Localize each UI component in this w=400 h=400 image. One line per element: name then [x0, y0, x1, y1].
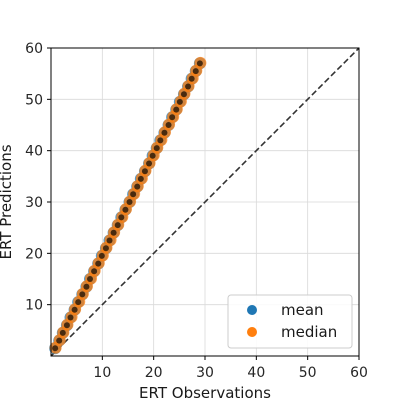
data-points	[49, 56, 207, 355]
point-overlap	[71, 306, 78, 313]
point-overlap	[141, 168, 148, 175]
point-overlap	[52, 345, 59, 352]
y-tick-label: 30	[25, 195, 43, 211]
y-tick-label: 50	[25, 92, 43, 108]
point-overlap	[185, 83, 192, 90]
point-overlap	[188, 75, 195, 82]
point-overlap	[157, 137, 164, 144]
point-overlap	[56, 337, 63, 344]
x-tick-label: 10	[93, 365, 111, 381]
legend-marker-median	[247, 327, 257, 337]
point-overlap	[79, 291, 86, 298]
x-tick-label: 60	[350, 365, 368, 381]
point-overlap	[196, 60, 203, 67]
legend-label-mean: mean	[281, 301, 324, 319]
point-overlap	[98, 252, 105, 259]
point-overlap	[137, 175, 144, 182]
identity-reference-line	[50, 47, 360, 357]
legend-label-median: median	[281, 323, 337, 341]
legend: mean median	[227, 294, 353, 349]
x-tick-label: 50	[299, 365, 317, 381]
point-overlap	[149, 152, 156, 159]
point-overlap	[67, 314, 74, 321]
point-overlap	[114, 222, 121, 229]
x-axis-label: ERT Observations	[139, 384, 271, 400]
point-overlap	[91, 268, 98, 275]
point-overlap	[63, 322, 70, 329]
x-tick-label: 40	[247, 365, 265, 381]
point-overlap	[165, 122, 172, 128]
y-tick-label: 10	[25, 298, 43, 314]
point-overlap	[169, 114, 176, 121]
legend-marker-mean	[247, 305, 257, 315]
point-overlap	[118, 214, 125, 221]
point-overlap	[134, 183, 141, 190]
y-tick-label: 40	[25, 144, 43, 160]
point-overlap	[173, 106, 180, 113]
point-overlap	[192, 68, 199, 75]
y-axis-label: ERT Predictions	[0, 144, 15, 259]
point-overlap	[110, 229, 117, 236]
y-tick-label: 20	[25, 246, 43, 262]
point-overlap	[153, 145, 160, 152]
point-overlap	[75, 299, 82, 306]
point-overlap	[59, 329, 66, 336]
point-overlap	[122, 206, 129, 213]
point-overlap	[106, 237, 113, 244]
point-overlap	[180, 91, 187, 98]
x-tick-label: 30	[196, 365, 214, 381]
point-overlap	[126, 199, 133, 205]
point-overlap	[102, 245, 109, 252]
point-overlap	[130, 191, 137, 198]
point-overlap	[83, 283, 90, 290]
point-overlap	[161, 129, 168, 136]
point-overlap	[146, 160, 153, 167]
axis-ticks: 10 20 30 40 50 60 10 20 30 40 50 60	[25, 41, 368, 381]
legend-box	[227, 294, 353, 349]
y-tick-label: 60	[25, 41, 43, 57]
x-tick-label: 20	[145, 365, 163, 381]
point-overlap	[87, 276, 94, 282]
point-overlap	[176, 98, 183, 105]
point-overlap	[95, 260, 102, 267]
